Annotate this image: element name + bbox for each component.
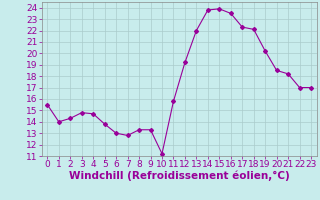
X-axis label: Windchill (Refroidissement éolien,°C): Windchill (Refroidissement éolien,°C) bbox=[69, 171, 290, 181]
